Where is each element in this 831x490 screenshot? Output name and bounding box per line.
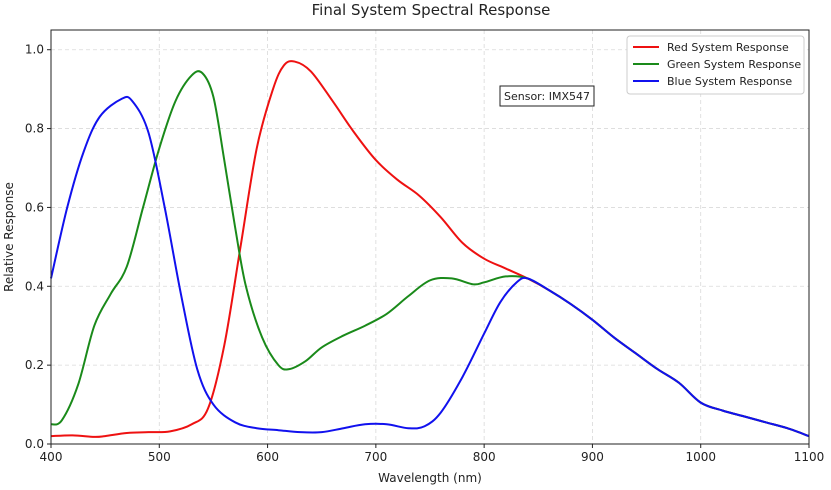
red-system-response-legend-label: Red System Response	[667, 41, 789, 54]
x-axis-label: Wavelength (nm)	[378, 471, 482, 485]
green-system-response-legend-label: Green System Response	[667, 58, 801, 71]
legend: Red System Response Green System Response…	[626, 35, 805, 95]
y-tick-label: 0.0	[25, 437, 44, 451]
y-tick-label: 1.0	[25, 43, 44, 57]
sensor-annotation: Sensor: IMX547	[499, 85, 595, 107]
chart-title: Final System Spectral Response	[312, 1, 551, 19]
blue-system-response-legend-label: Blue System Response	[667, 75, 792, 88]
y-axis-label: Relative Response	[2, 182, 16, 292]
x-tick-label: 700	[364, 450, 387, 464]
x-tick-label: 1000	[685, 450, 716, 464]
y-tick-label: 0.8	[25, 122, 44, 136]
x-tick-label: 900	[581, 450, 604, 464]
x-tick-label: 1100	[794, 450, 825, 464]
y-tick-label: 0.4	[25, 279, 44, 293]
green-system-response-line	[50, 70, 810, 438]
y-tick-label: 0.2	[25, 358, 44, 372]
plot-frame	[50, 29, 810, 445]
x-axis-ticks: 400 500 600 700 800 900 1000 1100	[40, 444, 825, 464]
x-tick-label: 400	[40, 450, 63, 464]
x-tick-label: 500	[148, 450, 171, 464]
legend-box	[626, 35, 805, 95]
y-tick-label: 0.6	[25, 200, 44, 214]
red-system-response-line	[50, 60, 810, 438]
x-tick-label: 800	[473, 450, 496, 464]
annotation-text: Sensor: IMX547	[504, 90, 590, 103]
annotation-box	[499, 85, 595, 107]
blue-system-response-line	[50, 95, 810, 438]
series-lines	[50, 60, 810, 438]
y-axis-ticks: 0.0 0.2 0.4 0.6 0.8 1.0	[25, 43, 51, 451]
x-tick-label: 600	[256, 450, 279, 464]
